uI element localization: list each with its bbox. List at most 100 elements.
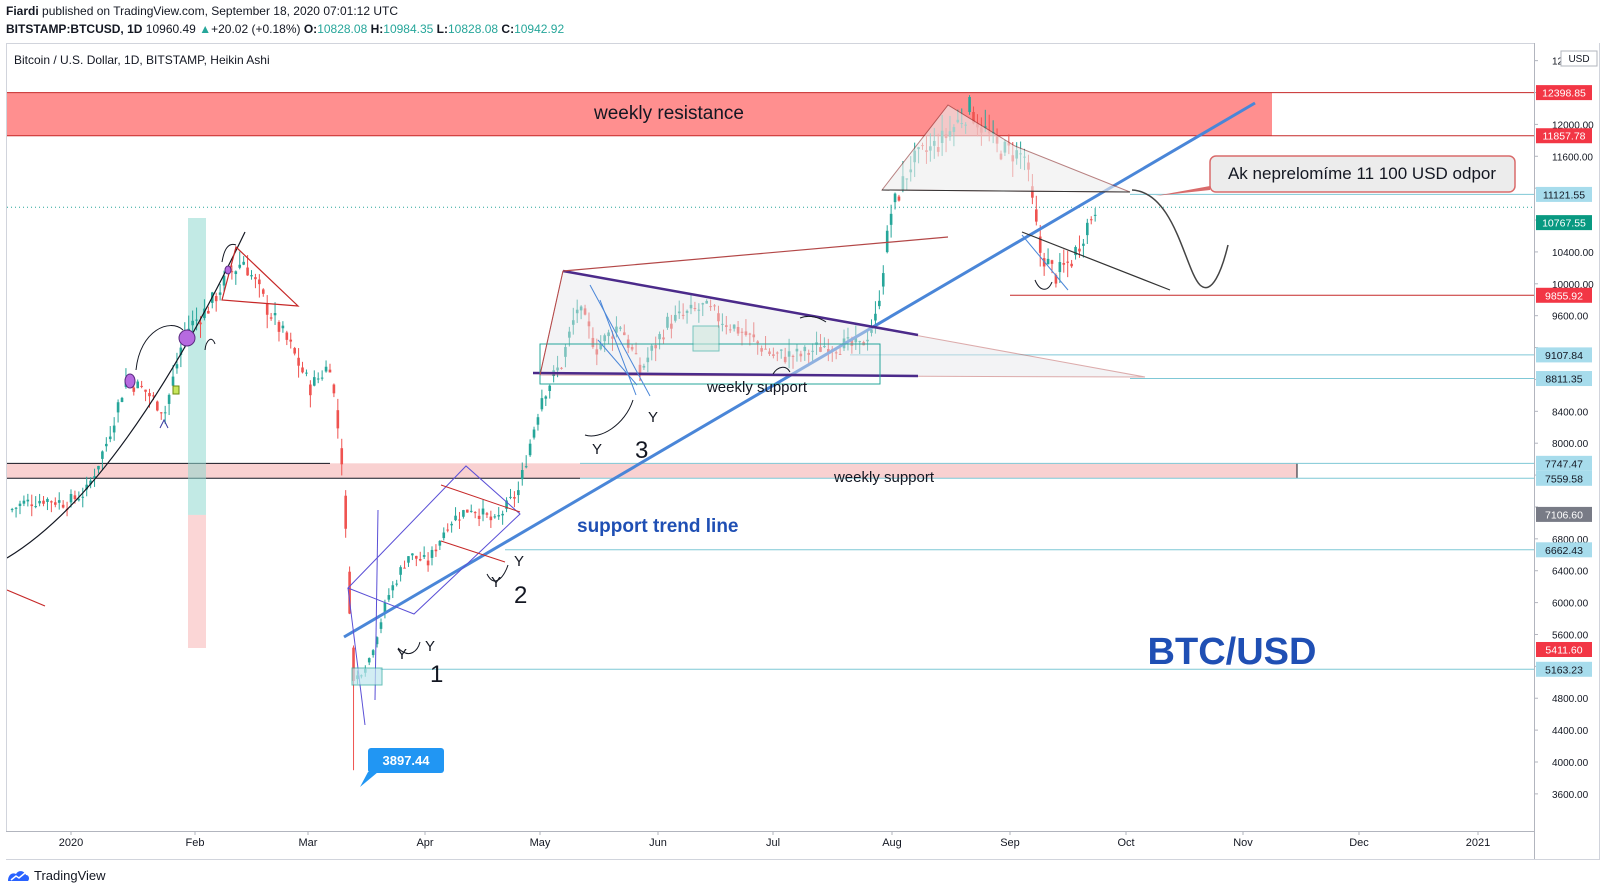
x-tick-label: Apr (416, 837, 433, 849)
tradingview-brand[interactable]: TradingView (6, 868, 106, 883)
candle-body (744, 331, 748, 336)
candle-body (426, 560, 430, 566)
candle-body (776, 352, 779, 354)
up-arrow-icon: ▲ (199, 22, 212, 36)
candle-body (662, 337, 665, 340)
candle-body (658, 334, 661, 340)
candle-body (575, 309, 579, 314)
low-box (351, 667, 383, 686)
candle-body (560, 367, 563, 369)
y-tick-label: 8400.00 (1552, 407, 1589, 418)
candle-body (246, 267, 249, 276)
marker-ellipse-1 (124, 373, 136, 389)
candle-body (571, 320, 575, 325)
candle-body (250, 275, 253, 277)
candle-body (277, 322, 281, 332)
candle-body (642, 365, 646, 368)
candle-body (673, 314, 677, 321)
candle-body (159, 412, 163, 414)
projection-curve (1131, 189, 1229, 289)
arc-arrow-4 (584, 399, 634, 437)
candle-body (1093, 214, 1097, 216)
candle-body (454, 515, 457, 521)
y-mark-1a: Y (397, 646, 407, 663)
candle-body (489, 516, 493, 521)
candle-body (638, 364, 642, 373)
candle-body (179, 347, 183, 356)
apr-red-line-2 (440, 540, 506, 563)
candle-body (77, 499, 81, 501)
candle-body (450, 523, 453, 526)
candle-body (697, 309, 701, 311)
candle-body (105, 443, 108, 447)
wave-2-label: 2 (514, 582, 527, 609)
y-mark-2a: Y (491, 574, 501, 591)
price-label-text: 9107.84 (1545, 350, 1583, 362)
candle-body (340, 448, 344, 465)
candle-body (681, 314, 685, 316)
candle-body (732, 324, 736, 329)
candle-body (791, 355, 795, 357)
candle-body (1038, 236, 1042, 253)
candle-body (787, 351, 791, 357)
candle-body (666, 316, 669, 328)
price-label-text: 7747.47 (1545, 458, 1583, 470)
candle-body (838, 353, 842, 355)
candle-body (713, 305, 716, 307)
candle-body (493, 516, 497, 518)
weekly-resistance-label: weekly resistance (593, 103, 744, 124)
candle-body (101, 451, 104, 459)
candle-body (748, 333, 752, 335)
candle-body (481, 508, 485, 515)
candle-body (195, 319, 198, 321)
price-axis-ticks: 3600.00 4000.00 4400.00 4800.00 5600.00 6000.… (1534, 57, 1594, 801)
price-label-box (1536, 455, 1592, 471)
price-label-box (1536, 470, 1592, 486)
currency-label: USD (1568, 54, 1589, 65)
candle-body (144, 389, 147, 392)
candle-body (265, 303, 269, 315)
y-tick-label: 6400.00 (1552, 567, 1589, 578)
candle-body (866, 339, 869, 342)
candle-body (528, 443, 532, 456)
arc-arrow-7 (772, 366, 791, 375)
candle-body (89, 480, 92, 485)
candle-body (889, 213, 893, 225)
candle-body (395, 583, 398, 585)
y-tick-label: 5600.00 (1552, 630, 1589, 641)
candle-body (383, 602, 387, 613)
candle-body (22, 500, 26, 504)
candle-body (10, 509, 14, 511)
low-callout-box (368, 748, 444, 773)
triangle-lower-purple (532, 371, 919, 378)
candle-body (1066, 261, 1069, 263)
candle-body (273, 313, 277, 316)
y-tick-label: 10000.00 (1552, 280, 1594, 291)
candle-body (387, 595, 391, 600)
candle-body (544, 396, 548, 399)
support-trend-line-label: support trend line (577, 516, 739, 537)
pair-label: BTC/USD (1148, 631, 1317, 673)
candle-body (167, 394, 171, 404)
candle-body (473, 512, 477, 514)
price-label-text: 7559.58 (1545, 473, 1583, 485)
candle-body (403, 567, 406, 569)
candle-body (858, 341, 862, 343)
candle-body (568, 331, 571, 338)
candle-body (258, 279, 261, 285)
candle-body (324, 366, 328, 372)
candle-body (69, 493, 73, 503)
candle-body (827, 349, 830, 353)
wave-3-label: 3 (635, 437, 648, 464)
candle-body (881, 273, 885, 287)
x-tick-label: Mar (299, 837, 318, 849)
published-text: published on TradingView.com, September … (42, 4, 399, 18)
candle-body (30, 504, 34, 507)
candle-body (630, 347, 634, 350)
candle-body (595, 349, 599, 355)
y-tick-label: 6800.00 (1552, 535, 1589, 546)
candles-layer (10, 95, 1097, 771)
candle-body (42, 500, 45, 504)
candle-body (1078, 248, 1081, 252)
